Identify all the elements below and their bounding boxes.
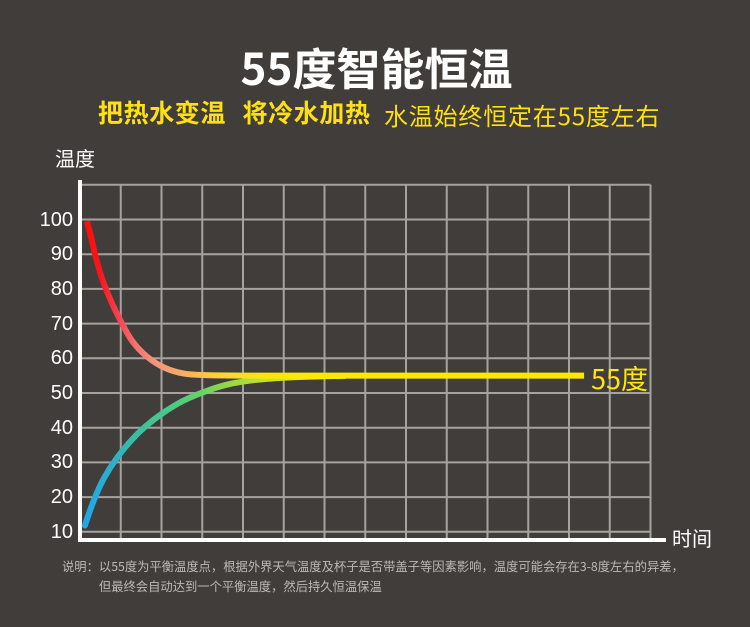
subtitle-constant-55: 水温始终恒定在55度左右 [384, 97, 661, 132]
curve-hot-water [84, 220, 585, 379]
y-tick-60: 60 [50, 347, 73, 370]
y-tick-80: 80 [50, 277, 73, 300]
y-tick-40: 40 [50, 416, 73, 439]
y-tick-30: 30 [50, 451, 73, 474]
page-title: 55度智能恒温 [240, 34, 513, 98]
y-tick-100: 100 [39, 208, 73, 231]
footnote-line-2: 但最终会自动达到一个平衡温度，然后持久恒温保温 [98, 576, 382, 595]
y-tick-50: 50 [50, 382, 73, 404]
grid-lines [80, 183, 652, 540]
subtitle-hot-cold: 把热水变温 将冷水加热 [98, 94, 371, 130]
equilibrium-label: 55度 [591, 358, 648, 397]
y-tick-20: 20 [50, 486, 73, 509]
y-tick-10: 10 [50, 520, 73, 543]
footnote: 说明： 以55度为平衡温度点，根据外界天气温度及杯子是否带盖子等因素影响，温度可… [62, 557, 684, 596]
footnote-label: 说明： [62, 557, 99, 575]
footnote-text: 以55度为平衡温度点，根据外界天气温度及杯子是否带盖子等因素影响，温度可能会存在… [99, 557, 684, 596]
curve-cold-water [81, 372, 348, 529]
axes [78, 180, 666, 542]
footnote-line-1: 以55度为平衡温度点，根据外界天气温度及杯子是否带盖子等因素影响，温度可能会存在… [98, 557, 684, 575]
x-axis-title: 时间 [672, 523, 712, 552]
y-axis-title: 温度 [55, 143, 95, 172]
y-tick-90: 90 [50, 243, 73, 266]
y-tick-70: 70 [50, 312, 73, 335]
